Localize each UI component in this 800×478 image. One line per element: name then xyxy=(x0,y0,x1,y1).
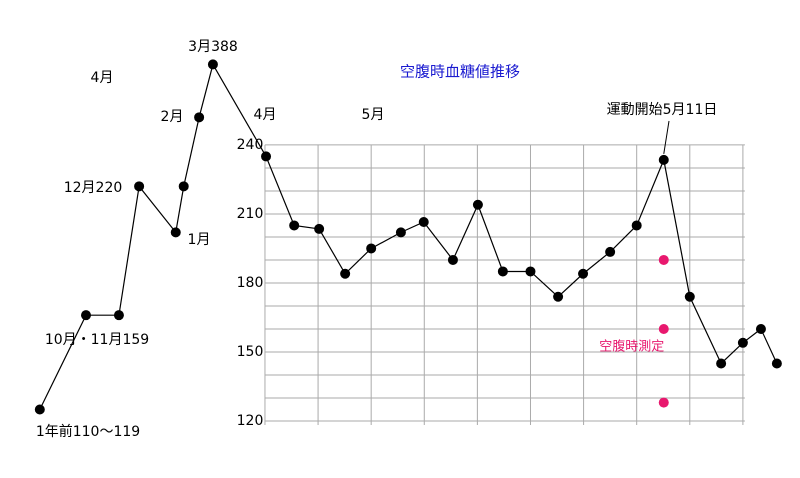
point xyxy=(395,227,406,238)
point xyxy=(207,59,218,70)
point xyxy=(418,217,429,228)
point xyxy=(553,291,564,302)
point xyxy=(658,397,669,408)
point xyxy=(525,266,536,277)
point xyxy=(472,199,483,210)
annotation: 4月 xyxy=(254,107,277,123)
point xyxy=(605,246,616,257)
point xyxy=(631,220,642,231)
annotation: 4月 xyxy=(91,70,114,86)
point xyxy=(447,254,458,265)
point xyxy=(658,254,669,265)
point xyxy=(578,268,589,279)
y-tick-label: 120 xyxy=(237,413,264,429)
annotation: 1年前110〜119 xyxy=(36,423,140,440)
point xyxy=(771,358,782,369)
point xyxy=(684,291,695,302)
point xyxy=(716,358,727,369)
point xyxy=(289,220,300,231)
point xyxy=(366,243,377,254)
chart-title: 空腹時血糖値推移 xyxy=(400,63,520,81)
point xyxy=(737,337,748,348)
annotation: 12月220 xyxy=(64,180,123,196)
point xyxy=(134,181,145,192)
point xyxy=(178,181,189,192)
y-tick-label: 210 xyxy=(237,206,264,222)
point xyxy=(314,223,325,234)
y-tick-label: 150 xyxy=(237,344,264,360)
annotation: 2月 xyxy=(161,109,184,125)
point xyxy=(497,266,508,277)
point xyxy=(81,310,92,321)
point xyxy=(170,227,181,238)
annotation: 1月 xyxy=(188,232,211,248)
point xyxy=(34,404,45,415)
point xyxy=(658,323,669,334)
point xyxy=(113,310,124,321)
annotation: 3月388 xyxy=(188,39,238,55)
annotation-leader xyxy=(663,120,670,154)
legend-label: 空腹時測定 xyxy=(599,338,664,354)
point xyxy=(755,323,766,334)
annotation: 運動開始5月11日 xyxy=(607,102,718,118)
y-tick-label: 180 xyxy=(237,275,264,291)
point xyxy=(340,268,351,279)
annotation: 5月 xyxy=(362,107,385,123)
annotation: 10月・11月159 xyxy=(45,332,149,348)
point xyxy=(261,151,272,162)
point xyxy=(658,154,669,165)
point xyxy=(194,112,205,123)
